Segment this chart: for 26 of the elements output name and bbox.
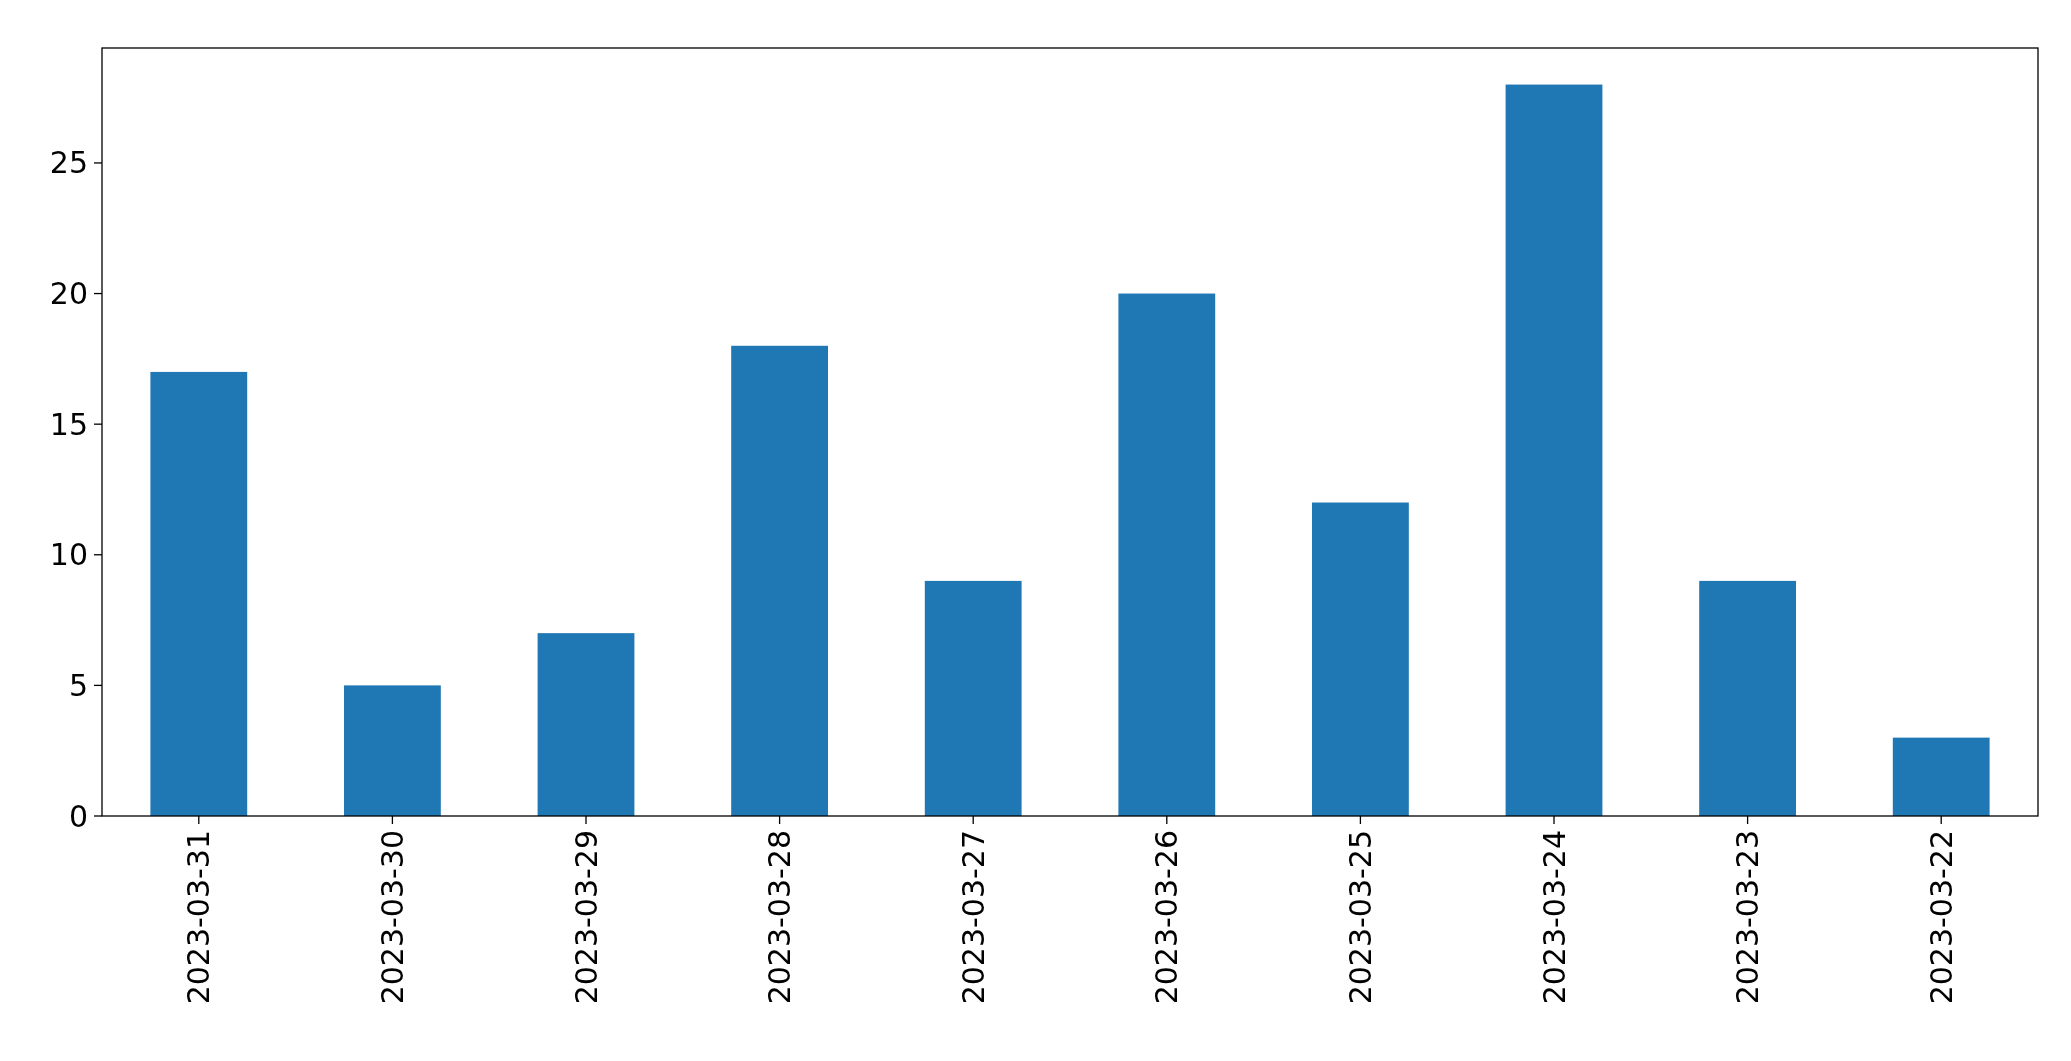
bar <box>1118 293 1216 816</box>
y-tick-label: 0 <box>68 798 88 834</box>
x-tick-label: 2023-03-30 <box>374 830 410 1005</box>
y-tick-label: 20 <box>49 276 88 312</box>
y-tick-label: 10 <box>49 537 88 573</box>
y-tick-label: 5 <box>68 667 88 703</box>
x-tick-label: 2023-03-27 <box>955 830 991 1005</box>
bar <box>150 371 248 816</box>
bar <box>924 580 1022 816</box>
bar <box>1505 84 1603 816</box>
bar <box>344 685 441 816</box>
y-tick-label: 15 <box>49 406 88 442</box>
bar <box>1892 737 1990 816</box>
bar <box>1312 502 1409 816</box>
x-tick-label: 2023-03-29 <box>568 830 604 1005</box>
x-tick-label: 2023-03-28 <box>762 830 798 1005</box>
bar <box>731 345 828 816</box>
x-tick-label: 2023-03-22 <box>1923 830 1959 1005</box>
y-tick-label: 25 <box>49 145 88 181</box>
x-tick-label: 2023-03-26 <box>1149 830 1185 1005</box>
x-tick-label: 2023-03-23 <box>1730 830 1766 1005</box>
x-tick-label: 2023-03-31 <box>181 830 217 1005</box>
bar <box>537 633 635 816</box>
x-tick-label: 2023-03-25 <box>1342 830 1378 1005</box>
bar <box>1699 580 1796 816</box>
x-tick-label: 2023-03-24 <box>1536 830 1572 1005</box>
